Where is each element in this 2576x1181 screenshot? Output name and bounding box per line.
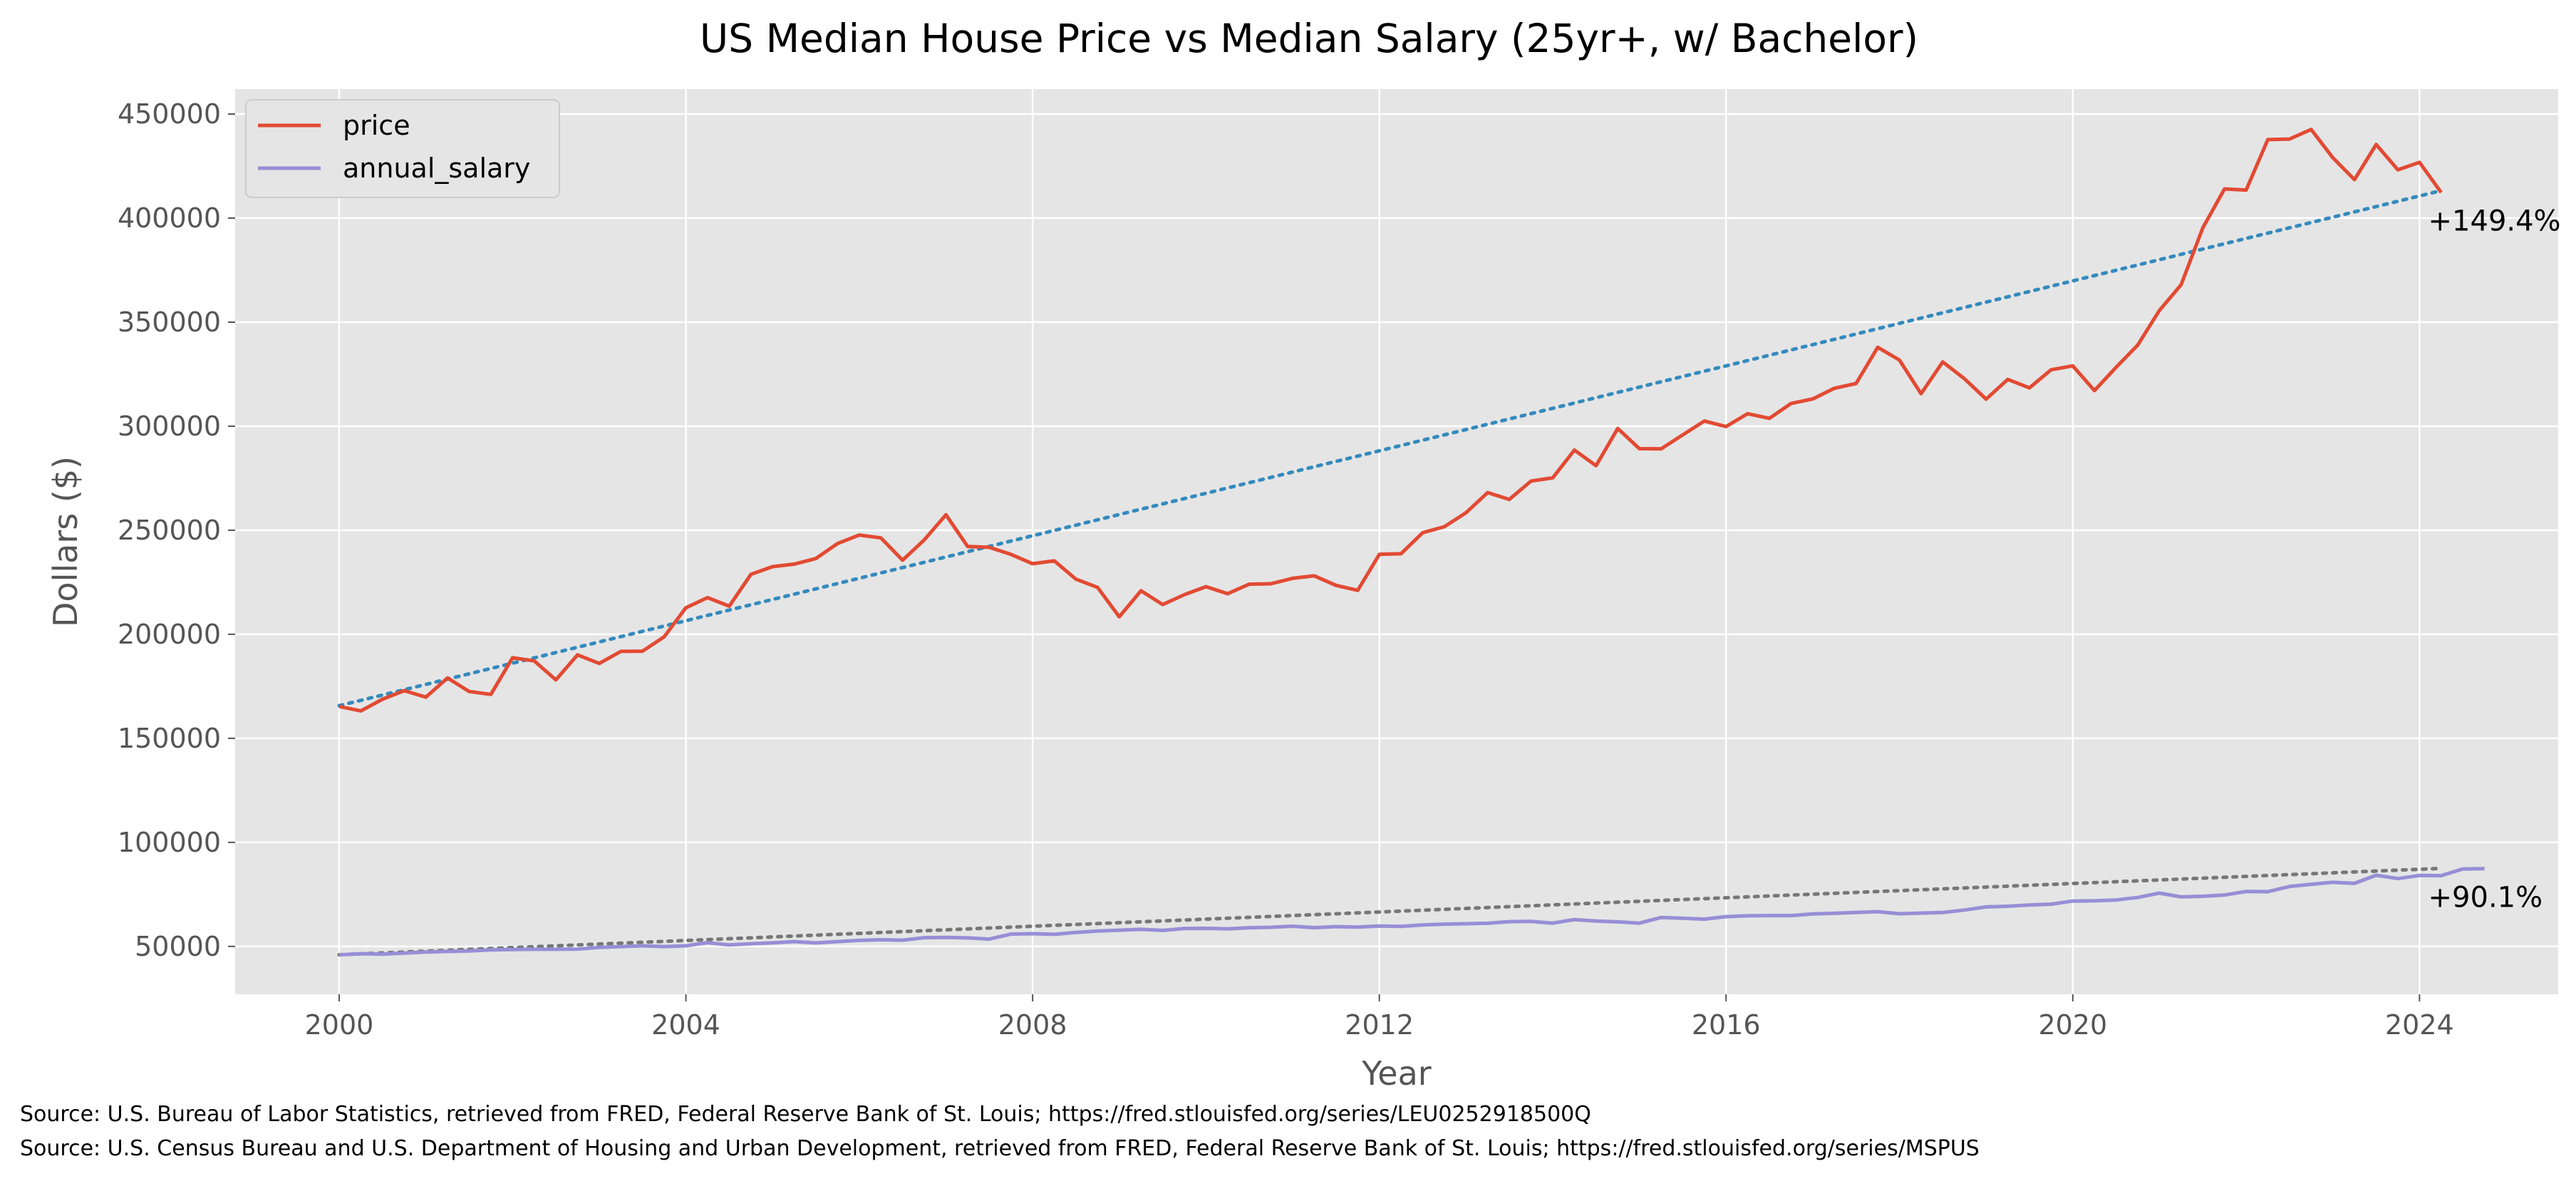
y-tick-label: 350000 (118, 306, 221, 338)
y-tick-label: 400000 (118, 202, 221, 234)
y-tick-label: 50000 (135, 931, 221, 962)
x-axis-ticks: 2000 2004 2008 2012 2016 2020 2024 (305, 994, 2454, 1041)
x-tick-label: 2000 (305, 1009, 374, 1041)
series-line-price (338, 128, 2443, 713)
y-tick-label: 100000 (118, 827, 221, 858)
annotation-label: +90.1% (2428, 881, 2543, 914)
x-tick-label: 2004 (651, 1009, 720, 1041)
x-tick-label: 2024 (2385, 1009, 2454, 1041)
trendline-price (337, 188, 2443, 708)
series-line-annual-salary (338, 867, 2485, 957)
x-tick-label: 2016 (1692, 1009, 1761, 1041)
y-axis-title: Dollars ($) (46, 456, 85, 627)
legend: price annual_salary (245, 99, 560, 198)
y-tick-label: 200000 (118, 619, 221, 650)
y-tick-label: 150000 (118, 723, 221, 754)
x-axis-title: Year (1361, 1054, 1431, 1093)
chart-title: US Median House Price vs Median Salary (… (700, 16, 1918, 61)
y-tick-label: 250000 (118, 515, 221, 546)
y-axis-ticks: 50000 100000 150000 200000 250000 300000 35000… (118, 98, 235, 962)
x-tick-label: 2008 (998, 1009, 1067, 1041)
series-lines (338, 128, 2485, 957)
x-tick-label: 2012 (1345, 1009, 1414, 1041)
annotations: +149.4% +90.1% (2428, 205, 2561, 914)
source-note-1: Source: U.S. Bureau of Labor Statistics,… (20, 1102, 1591, 1127)
y-tick-label: 300000 (118, 411, 221, 442)
legend-label-annual-salary: annual_salary (343, 153, 530, 184)
trendline-annual-salary (337, 866, 2443, 957)
legend-box (245, 99, 560, 198)
source-note-2: Source: U.S. Census Bureau and U.S. Depa… (20, 1136, 1980, 1161)
trendlines (337, 188, 2443, 957)
plot-area (235, 89, 2558, 994)
x-tick-label: 2020 (2038, 1009, 2107, 1041)
annotation-label: +149.4% (2428, 205, 2561, 238)
y-tick-label: 450000 (118, 98, 221, 130)
legend-label-price: price (343, 110, 410, 141)
